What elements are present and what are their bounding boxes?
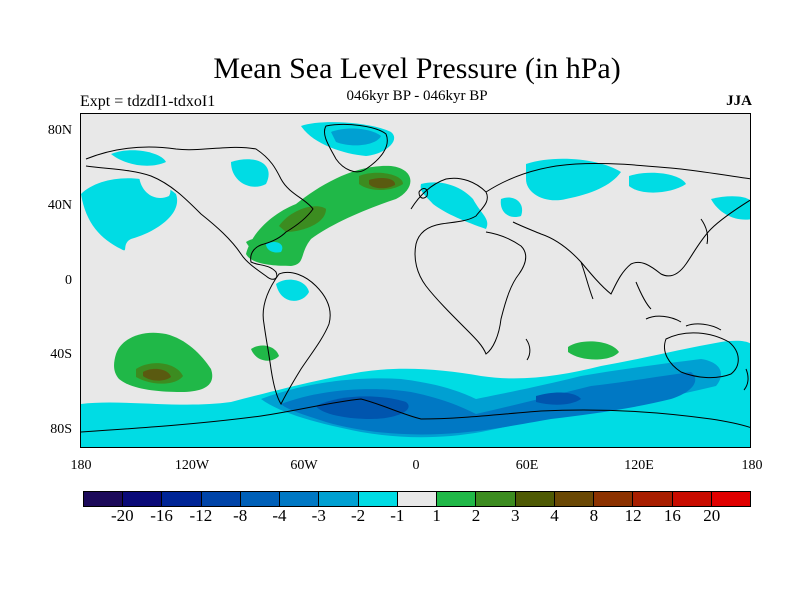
colorbar-cell (476, 492, 516, 506)
atlantic-anomaly-darkgreen-1 (279, 206, 326, 232)
lat-label-0: 0 (65, 273, 72, 288)
atlantic-anomaly-brown (369, 177, 396, 189)
lon-label-120e: 120E (624, 458, 654, 473)
lon-label-60e: 60E (515, 458, 539, 473)
season-label: JJA (726, 93, 752, 109)
colorbar-tick-label: -20 (110, 506, 134, 525)
lon-label-180e: 180 (741, 458, 763, 473)
middle-east-anomaly-cyan (500, 197, 523, 218)
asia-anomaly-cyan-1 (526, 158, 621, 201)
colorbar-tick-label: -4 (272, 506, 287, 525)
colorbar-tick-label: -12 (189, 506, 213, 525)
chart-subtitle: 046kyr BP - 046kyr BP (346, 88, 488, 104)
colorbar-tick-label: 4 (550, 506, 559, 525)
north-pacific-hole (139, 174, 171, 198)
colorbar-cell (162, 492, 202, 506)
colorbar-tick-label: -3 (311, 506, 326, 525)
map-panel (80, 113, 751, 448)
pacific-east-anomaly-cyan (711, 196, 750, 220)
colorbar-tick-label: -8 (233, 506, 248, 525)
colorbar-cell (515, 492, 555, 506)
colorbar-cell (358, 492, 398, 506)
colorbar-tick-label: 16 (663, 506, 681, 525)
colorbar-tick-label: -16 (150, 506, 173, 525)
colorbar-tick-label: 8 (589, 506, 599, 525)
lat-label-80n: 80N (47, 123, 72, 138)
colorbar-cell (84, 492, 124, 506)
lat-label-80s: 80S (50, 422, 72, 437)
lon-label-180w: 180 (70, 458, 92, 473)
map-svg (81, 114, 750, 447)
lat-label-40n: 40N (47, 198, 72, 213)
colorbar-cell (397, 492, 438, 506)
colorbar-tick-label: 2 (471, 506, 481, 525)
colorbar-tick-label: -2 (350, 506, 366, 525)
coastlines (81, 123, 750, 433)
south-america-anomaly-cyan (276, 279, 309, 301)
lon-label-0: 0 (412, 458, 420, 473)
europe-anomaly-cyan (420, 182, 488, 229)
colorbar-cell (319, 492, 359, 506)
chart-title: Mean Sea Level Pressure (in hPa) (213, 52, 621, 85)
colorbar-tick-label: 20 (703, 506, 721, 525)
colorbar-cell (711, 492, 750, 506)
colorbar-cell (280, 492, 320, 506)
colorbar-cell (201, 492, 241, 506)
asia-anomaly-cyan-2 (629, 172, 686, 193)
atlantic-anomaly-green (246, 165, 411, 266)
colorbar-tick-label: 3 (510, 506, 520, 525)
gulf-anomaly-cyan (266, 241, 283, 253)
colorbar-tick-label: 12 (624, 506, 642, 525)
colorbar-cell (672, 492, 712, 506)
colorbar-cell (554, 492, 595, 506)
colorbar-cell (594, 492, 634, 506)
north-pacific-cyan-2 (111, 150, 166, 166)
colorbar-cell (437, 492, 477, 506)
lat-label-40s: 40S (50, 347, 72, 362)
lon-label-60w: 60W (290, 458, 318, 473)
colorbar-cell (123, 492, 163, 506)
indian-ocean-anomaly-green (568, 341, 619, 360)
colorbar-tick-label: -1 (390, 506, 405, 525)
colorbar-cell (633, 492, 673, 506)
south-atlantic-anomaly-green (251, 345, 279, 361)
colorbar-cell (240, 492, 281, 506)
southern-ocean-anomaly-blue (281, 372, 696, 435)
experiment-label: Expt = tdzdI1-tdxoI1 (80, 93, 216, 110)
colorbar-tick-label: 1 (432, 506, 441, 525)
hudson-anomaly-cyan (231, 159, 269, 187)
arctic-anomaly-blue (331, 128, 381, 146)
colorbar (83, 491, 751, 507)
southern-ocean-anomaly-darkblue-2 (536, 392, 581, 405)
south-pacific-anomaly-brown (143, 368, 171, 381)
lon-label-120w: 120W (174, 458, 210, 473)
